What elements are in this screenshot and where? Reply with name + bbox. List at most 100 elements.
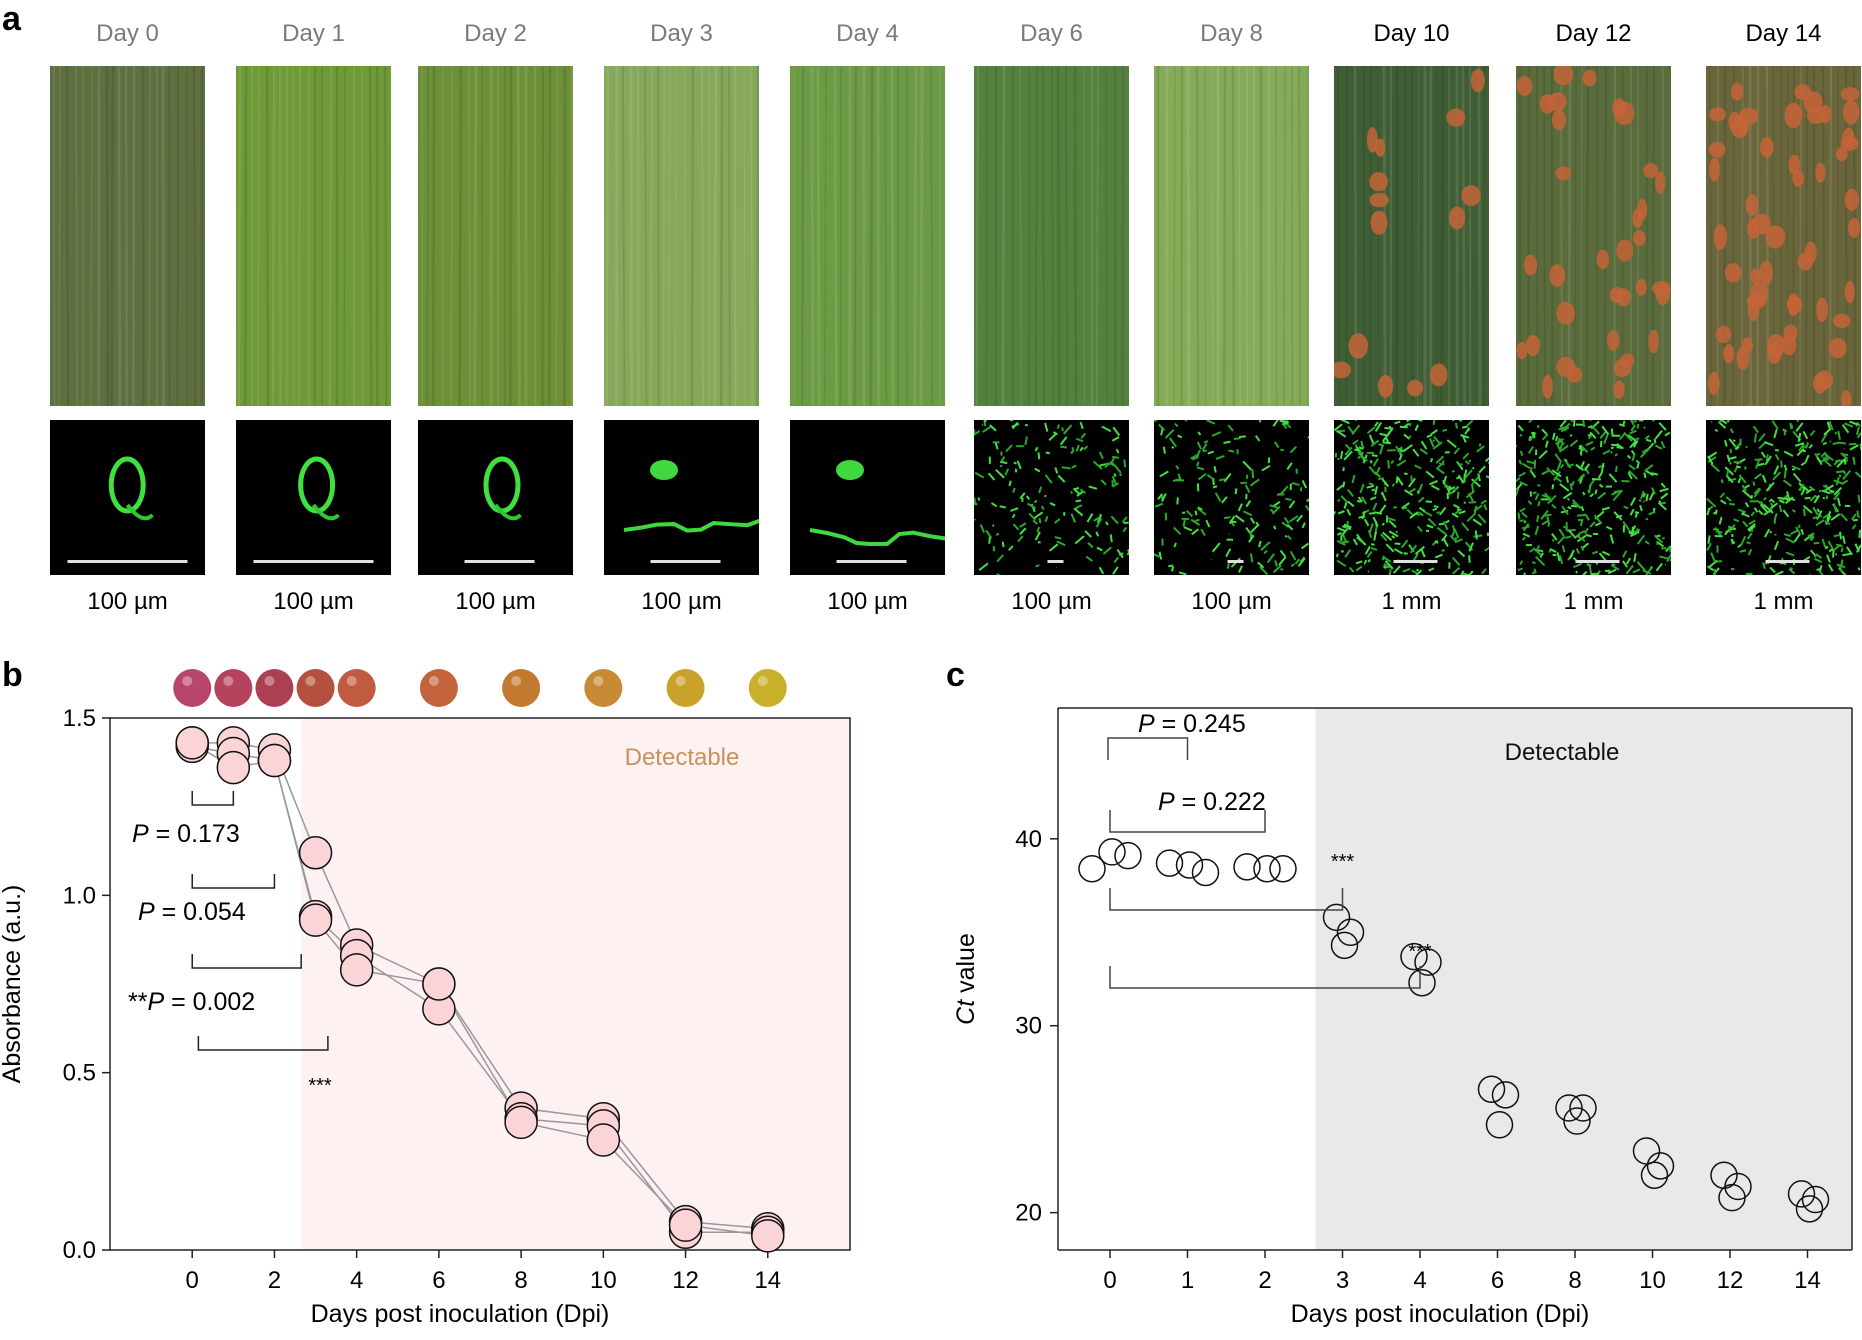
hyphal-network (1122, 526, 1128, 533)
microscopy-background (790, 420, 945, 575)
hyphal-network (1221, 496, 1228, 504)
hyphal-network (1813, 494, 1821, 504)
hyphal-network (1357, 496, 1363, 503)
hyphal-network (1558, 554, 1564, 565)
hyphal-network (1707, 559, 1718, 569)
rust-lesion (1607, 330, 1620, 351)
hyphal-network (1373, 511, 1383, 515)
hyphal-network (1282, 421, 1290, 426)
p-value-label: P = 0.222 (1158, 788, 1266, 816)
hyphal-network (1797, 432, 1802, 443)
hyphal-network (1395, 445, 1403, 455)
hyphal-network (1798, 443, 1805, 452)
leaf-vein (890, 66, 895, 406)
hyphal-network (1410, 475, 1414, 482)
hyphal-network (1005, 444, 1013, 453)
hyphal-network (1667, 547, 1671, 554)
rust-lesion (1739, 107, 1759, 125)
hyphal-network (1830, 513, 1841, 521)
hyphal-network (1485, 475, 1489, 479)
hyphal-network (1073, 507, 1084, 517)
hyphal-network (1558, 444, 1569, 453)
hyphal-network (1816, 453, 1821, 456)
data-point (1336, 918, 1365, 947)
hyphal-network (1257, 561, 1265, 569)
hyphal-network (1735, 465, 1741, 469)
hyphal-network (1079, 421, 1084, 430)
hyphal-network (992, 524, 995, 527)
hyphal-network (1428, 567, 1435, 572)
hyphal-network (1833, 491, 1841, 501)
leaf-photo (604, 66, 759, 406)
hyphal-network (1408, 422, 1412, 427)
hyphal-network (1457, 463, 1463, 466)
fluorescence-image (418, 420, 573, 575)
hyphal-network (1112, 426, 1121, 437)
hyphal-network (1752, 425, 1760, 434)
leaf-background (790, 66, 945, 406)
p-value-label: **P = 0.002 (128, 988, 255, 1016)
hyphal-network (1419, 448, 1428, 455)
hyphal-network (1659, 555, 1669, 560)
rust-lesion (1525, 334, 1541, 357)
hyphal-network (1747, 523, 1756, 531)
hyphal-network (1593, 514, 1602, 524)
hyphal-network (1741, 512, 1750, 518)
hyphal-network (1737, 477, 1742, 484)
rust-lesion (1844, 188, 1860, 212)
hyphal-network (1538, 450, 1548, 460)
hyphal-network (1522, 525, 1530, 530)
hyphal-network (1409, 544, 1418, 554)
hyphal-network (1261, 464, 1271, 472)
colorimetric-bead (214, 669, 253, 707)
hyphal-network (999, 464, 1003, 468)
hyphal-network (1578, 444, 1584, 452)
hyphal-network (1644, 540, 1650, 545)
rust-lesion (1828, 338, 1847, 359)
scale-bar (1227, 560, 1244, 563)
hyphal-network (1567, 529, 1576, 538)
leaf-vein (1709, 66, 1712, 406)
hyphal-network (1049, 502, 1056, 507)
leaf-background (604, 66, 759, 406)
leaf-vein (271, 66, 275, 406)
hyphal-network (1837, 430, 1841, 440)
hyphal-network (1378, 443, 1385, 447)
significance-bracket (1107, 737, 1189, 760)
hyphal-network (1720, 479, 1724, 484)
data-point (298, 836, 333, 870)
scale-bar-label: 1 mm (1753, 588, 1814, 615)
hyphal-network (1460, 434, 1470, 439)
hyphal-network (1123, 459, 1127, 468)
day-label: Day 0 (96, 20, 159, 47)
day-label: Day 1 (282, 20, 345, 47)
hyphal-network (995, 532, 1000, 537)
leaf-vein (298, 66, 301, 406)
rust-lesion (1547, 92, 1567, 112)
rust-lesion (1542, 374, 1554, 399)
hyphal-network (1659, 487, 1669, 493)
hyphal-network (1523, 520, 1527, 524)
leaf-vein (265, 66, 270, 406)
hyphal-network (1357, 452, 1368, 462)
rust-lesion (1786, 296, 1803, 314)
hyphal-network (1841, 424, 1850, 434)
hyphal-network (1783, 450, 1794, 457)
hyphal-network (1778, 499, 1786, 504)
hyphal-network (1454, 508, 1463, 515)
hyphal-network (1707, 535, 1711, 544)
hyphal-network (1610, 451, 1613, 454)
hyphal-network (1760, 451, 1767, 459)
leaf-background (236, 66, 391, 406)
leaf-vein (853, 66, 857, 406)
hyphal-network (1537, 500, 1541, 507)
hyphal-network (1812, 515, 1822, 520)
hyphal-network (1724, 466, 1735, 476)
hyphal-network (1642, 500, 1646, 503)
leaf-photo (1154, 66, 1309, 406)
leaf-vein (1477, 66, 1482, 406)
hyphal-network (1427, 517, 1437, 527)
hyphal-network (1342, 481, 1346, 488)
leaf-vein (839, 66, 842, 406)
hyphal-network (1728, 502, 1736, 506)
